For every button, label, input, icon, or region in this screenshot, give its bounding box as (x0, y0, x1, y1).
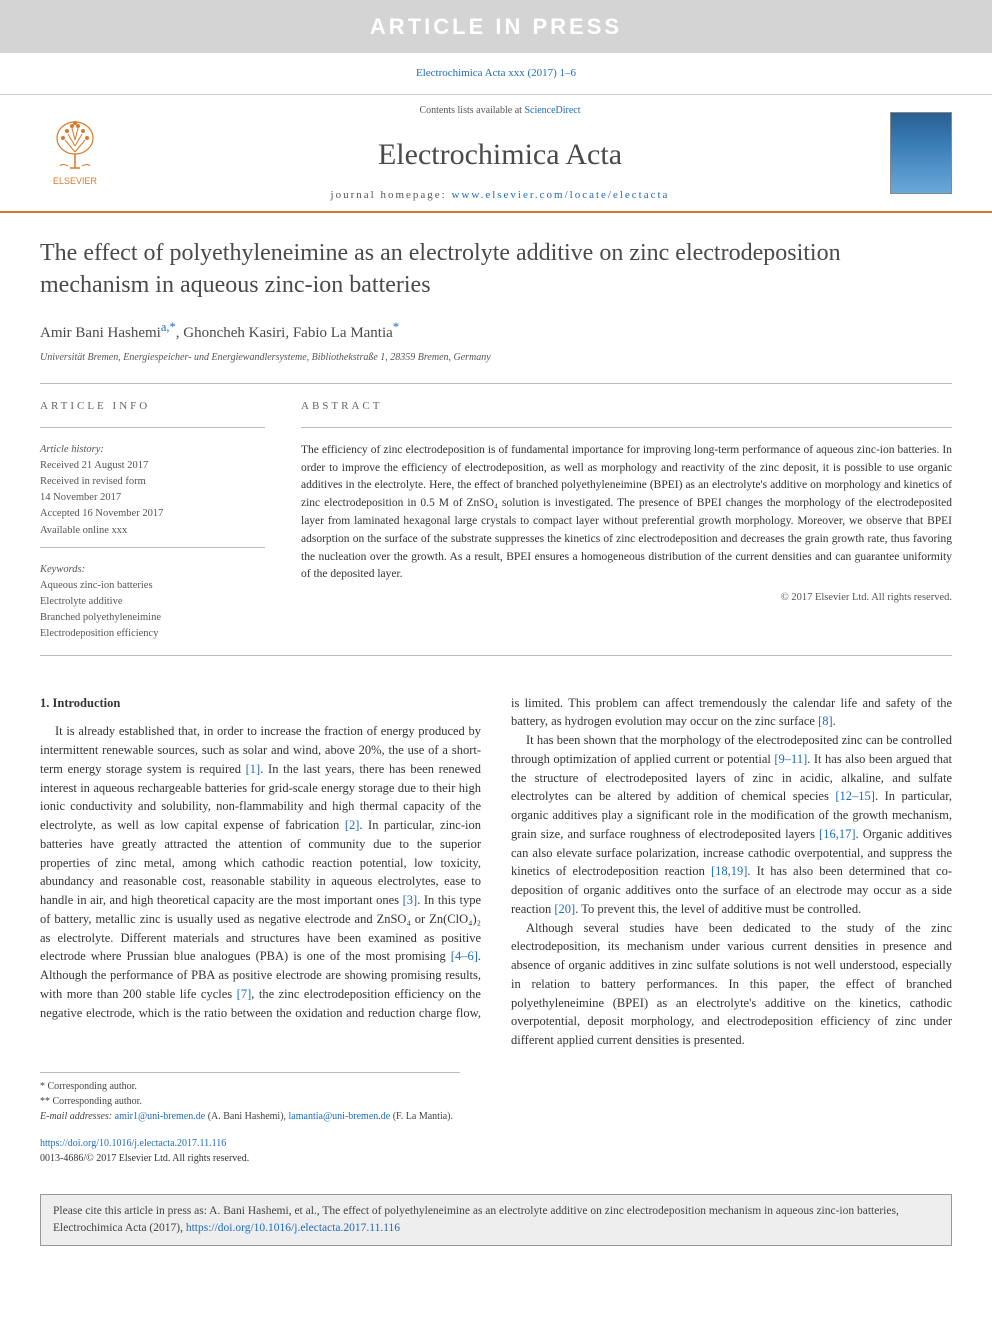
abstract-text: The efficiency of zinc electrodeposition… (301, 442, 952, 585)
citation-link[interactable]: [1] (246, 762, 261, 776)
keyword: Aqueous zinc-ion batteries (40, 578, 265, 594)
divider (40, 383, 952, 384)
keyword: Branched polyethyleneimine (40, 610, 265, 626)
citation-link[interactable]: [4–6] (451, 949, 478, 963)
email-label: E-mail addresses: (40, 1111, 115, 1122)
body-text: . (833, 714, 836, 728)
contents-prefix: Contents lists available at (419, 105, 524, 116)
citation-link[interactable]: [18,19] (711, 864, 747, 878)
journal-cover-thumbnail (890, 112, 952, 194)
homepage-prefix: journal homepage: (331, 189, 452, 201)
doi-link[interactable]: https://doi.org/10.1016/j.electacta.2017… (40, 1138, 226, 1149)
author-list: Amir Bani Hashemia,*, Ghoncheh Kasiri, F… (40, 318, 952, 345)
article-in-press-banner: ARTICLE IN PRESS (0, 0, 992, 53)
masthead-center: Contents lists available at ScienceDirec… (110, 103, 890, 204)
publisher-name: ELSEVIER (53, 175, 97, 189)
journal-masthead: ELSEVIER Contents lists available at Sci… (0, 94, 992, 214)
keyword: Electrolyte additive (40, 594, 265, 610)
paragraph: It has been shown that the morphology of… (511, 731, 952, 919)
history-online: Available online xxx (40, 523, 265, 539)
author-email-link[interactable]: amir1@uni-bremen.de (115, 1111, 206, 1122)
email-line: E-mail addresses: amir1@uni-bremen.de (A… (40, 1109, 460, 1124)
affiliation: Universität Bremen, Energiespeicher- und… (40, 350, 952, 365)
author-email-link[interactable]: lamantia@uni-bremen.de (289, 1111, 391, 1122)
citation-link[interactable]: [12–15] (835, 789, 875, 803)
doi-block: https://doi.org/10.1016/j.electacta.2017… (40, 1136, 952, 1166)
abstract-label: ABSTRACT (301, 398, 952, 415)
history-accepted: Accepted 16 November 2017 (40, 506, 265, 522)
body-text: . To prevent this, the level of additive… (575, 902, 861, 916)
banner-text: ARTICLE IN PRESS (370, 14, 622, 39)
email-attribution: (F. La Mantia). (390, 1111, 453, 1122)
divider (301, 427, 952, 428)
corresponding-note: ** Corresponding author. (40, 1094, 460, 1109)
abstract-column: ABSTRACT The efficiency of zinc electrod… (301, 398, 952, 642)
paragraph: Although several studies have been dedic… (511, 919, 952, 1050)
history-revised-date: 14 November 2017 (40, 490, 265, 506)
author-1: Amir Bani Hashemi (40, 325, 161, 341)
author-3-marks: * (393, 320, 399, 334)
author-1-marks: a,* (161, 320, 176, 334)
citation-link[interactable]: [9–11] (774, 752, 807, 766)
divider (40, 427, 265, 428)
keywords-label: Keywords: (40, 562, 265, 578)
citation-link[interactable]: [8] (818, 714, 833, 728)
journal-name: Electrochimica Acta (110, 132, 890, 177)
author-2: Ghoncheh Kasiri (183, 325, 285, 341)
footnotes: * Corresponding author. ** Corresponding… (40, 1072, 460, 1124)
elsevier-tree-icon (50, 118, 100, 173)
history-revised-label: Received in revised form (40, 474, 265, 490)
citation-link[interactable]: [2] (345, 818, 360, 832)
citation-doi-link[interactable]: https://doi.org/10.1016/j.electacta.2017… (186, 1222, 400, 1234)
citation-header: Electrochimica Acta xxx (2017) 1–6 (0, 53, 992, 94)
history-received: Received 21 August 2017 (40, 458, 265, 474)
article-body: The effect of polyethyleneimine as an el… (0, 213, 992, 1176)
body-columns: 1. Introduction It is already establishe… (40, 694, 952, 1050)
section-heading: 1. Introduction (40, 694, 481, 713)
citation-link[interactable]: [3] (403, 893, 418, 907)
issn-copyright: 0013-4686/© 2017 Elsevier Ltd. All right… (40, 1151, 952, 1166)
email-attribution: (A. Bani Hashemi), (205, 1111, 288, 1122)
article-title: The effect of polyethyleneimine as an el… (40, 237, 952, 302)
citation-box: Please cite this article in press as: A.… (40, 1194, 952, 1247)
citation-link[interactable]: [16,17] (819, 827, 855, 841)
corresponding-note: * Corresponding author. (40, 1079, 460, 1094)
info-abstract-row: ARTICLE INFO Article history: Received 2… (40, 398, 952, 642)
citation-link[interactable]: [7] (237, 987, 252, 1001)
abstract-copyright: © 2017 Elsevier Ltd. All rights reserved… (301, 590, 952, 606)
citation-text: Please cite this article in press as: A.… (53, 1205, 899, 1234)
publisher-logo: ELSEVIER (40, 113, 110, 193)
contents-available-line: Contents lists available at ScienceDirec… (110, 103, 890, 118)
divider (40, 655, 952, 656)
history-label: Article history: (40, 442, 265, 458)
article-info-label: ARTICLE INFO (40, 398, 265, 415)
sciencedirect-link[interactable]: ScienceDirect (524, 105, 580, 116)
author-3: Fabio La Mantia (293, 325, 393, 341)
article-info-column: ARTICLE INFO Article history: Received 2… (40, 398, 265, 642)
keyword: Electrodeposition efficiency (40, 626, 265, 642)
journal-homepage-link[interactable]: www.elsevier.com/locate/electacta (451, 189, 669, 201)
journal-homepage-line: journal homepage: www.elsevier.com/locat… (110, 187, 890, 204)
divider (40, 547, 265, 548)
citation-link[interactable]: [20] (554, 902, 575, 916)
